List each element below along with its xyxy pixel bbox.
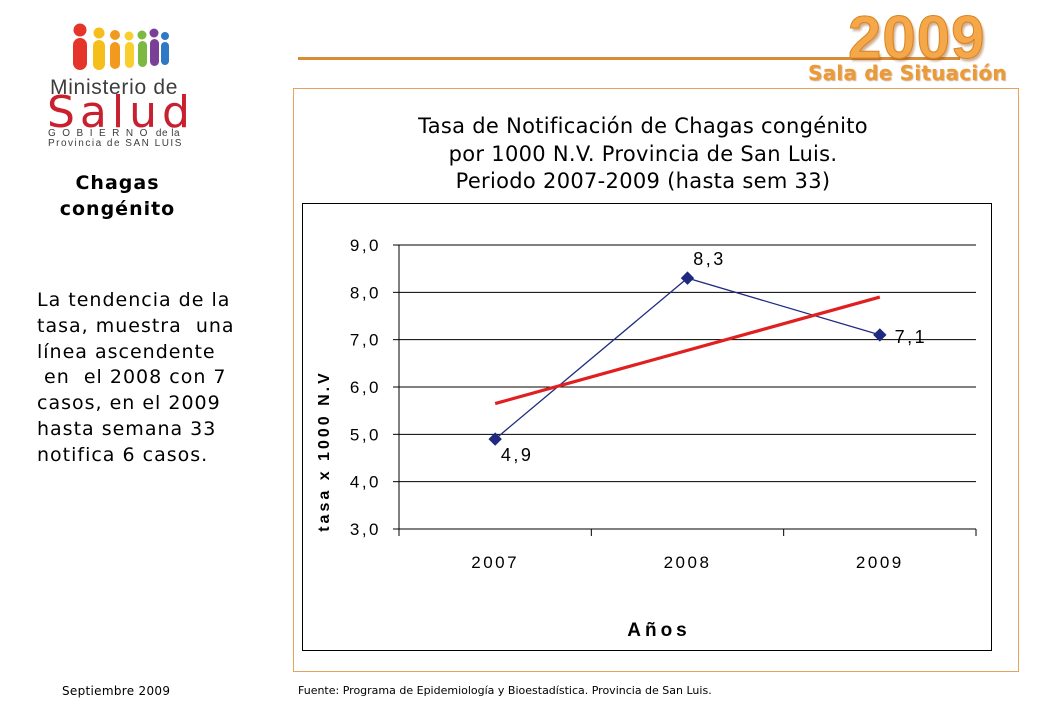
header-subtitle: Sala de Situación: [808, 61, 1007, 85]
summary-line: tasa, muestra una: [37, 314, 235, 337]
data-label: 4,9: [501, 445, 534, 465]
chart-title: Tasa de Notificación de Chagas congénito…: [330, 113, 956, 196]
y-tick-label: 6,0: [350, 378, 381, 397]
trend-line: [494, 295, 881, 406]
x-tick-label: 2008: [664, 553, 712, 572]
y-tick-label: 5,0: [350, 425, 381, 444]
summary-line: hasta semana 33: [37, 417, 217, 440]
footer-date: Septiembre 2009: [62, 684, 171, 698]
data-point-marker: [488, 432, 502, 446]
x-tick-label: 2009: [856, 553, 904, 572]
chart-title-line: por 1000 N.V. Provincia de San Luis.: [448, 141, 838, 166]
y-tick-label: 4,0: [350, 473, 381, 492]
chart-frame: 9,0 8,0 7,0 6,0 5,0 4,0 3,0 2007 2008 2009 tasa x …: [302, 203, 992, 651]
data-point-marker: [873, 328, 887, 342]
y-tick-label: 7,0: [350, 331, 381, 350]
summary-line: en el 2008 con 7: [37, 366, 227, 389]
line-chart: 9,0 8,0 7,0 6,0 5,0 4,0 3,0 2007 2008 2009 tasa x …: [316, 236, 977, 641]
x-tick-label: 2007: [471, 553, 519, 572]
y-tick-label: 8,0: [350, 283, 381, 302]
logo-text-salud: Salud: [47, 87, 195, 138]
logo-text-gobierno-caps: GOBIERNO: [48, 128, 154, 139]
y-tick-label: 9,0: [350, 236, 381, 255]
header-divider: [298, 57, 960, 60]
topic-title-line: congénito: [59, 198, 176, 220]
ministry-logo: Ministerio de Salud GOBIERNO de la Provin…: [40, 10, 205, 155]
series-line: [494, 277, 881, 440]
data-point-marker: [680, 271, 695, 285]
chart-panel: [293, 88, 1019, 672]
data-label: 8,3: [693, 249, 726, 269]
y-axis-label: tasa x 1000 N.V: [316, 370, 333, 532]
data-label: 7,1: [895, 327, 928, 347]
logo-text-ministerio: Ministerio de: [50, 76, 179, 99]
logo-text-de-la: de la: [155, 128, 181, 139]
header-year: 2009: [847, 4, 986, 71]
summary-line: línea ascendente: [37, 340, 216, 363]
logo-text-gobierno: GOBIERNO de la: [48, 128, 180, 140]
summary-line: casos, en el 2009: [37, 392, 221, 415]
summary-line: La tendencia de la: [37, 289, 231, 311]
topic-title: Chagas congénito: [40, 170, 195, 222]
summary-line: notifica 6 casos.: [37, 443, 209, 466]
x-axis-label: Años: [627, 620, 691, 641]
footer-source: Fuente: Programa de Epidemiología y Bioe…: [298, 684, 712, 697]
summary-text: La tendencia de la tasa, muestra una lín…: [37, 288, 235, 469]
chart-title-line: Periodo 2007-2009 (hasta sem 33): [455, 169, 831, 193]
people-figures-icon: [73, 23, 169, 70]
chart-title-line: Tasa de Notificación de Chagas congénito: [418, 114, 868, 138]
topic-title-line: Chagas: [75, 172, 160, 194]
logo-text-provincia: Provincia de SAN LUIS: [48, 138, 183, 149]
y-tick-label: 3,0: [350, 520, 381, 539]
